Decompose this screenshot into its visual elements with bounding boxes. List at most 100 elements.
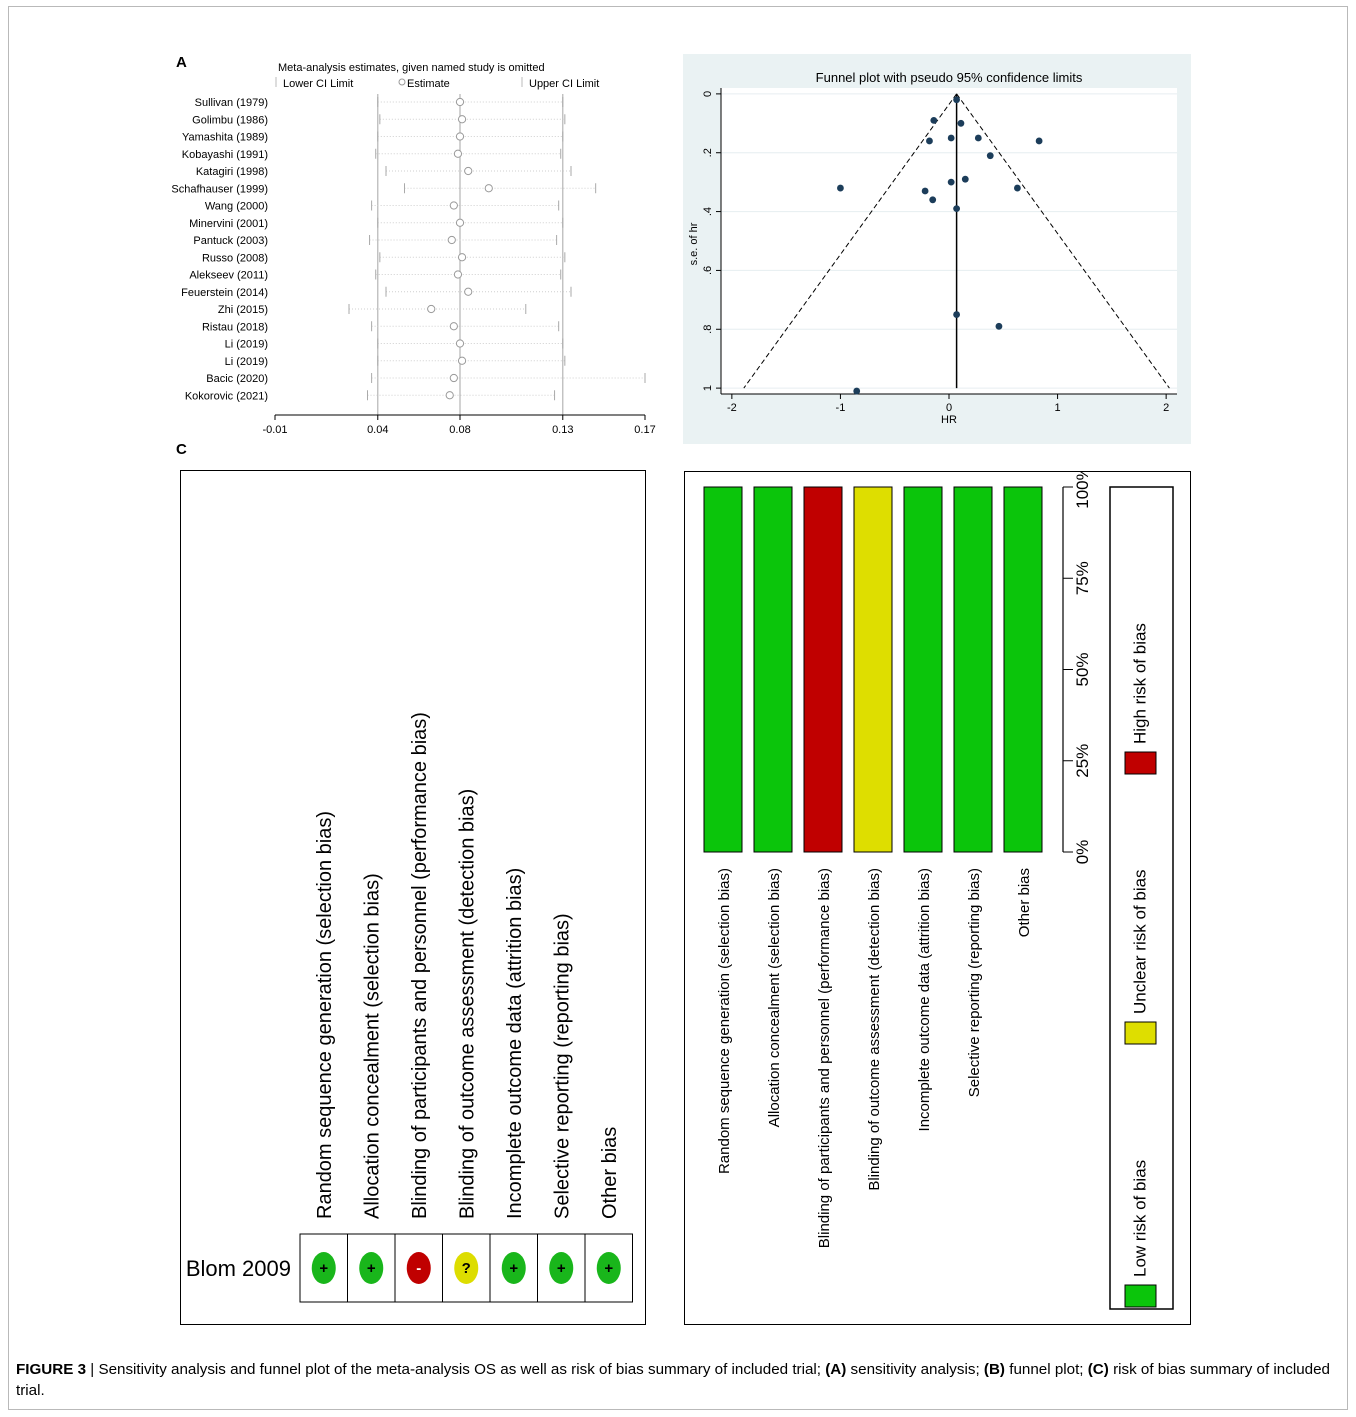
estimate-marker [455,218,465,227]
caption-ref-b: (B) [983,1361,1005,1378]
legend-swatch [1124,1284,1157,1308]
study-point [953,205,960,213]
study-point [961,175,969,183]
funnel-plot-panel: Funnel plot with pseudo 95% confidence l… [683,54,1191,444]
risk-of-bias-graph-chart: Random sequence generation (selection bi… [703,465,1174,1310]
estimate-marker [427,304,436,314]
study-label: Pantuck (2003) [193,235,268,247]
judgement-symbol [454,1252,479,1284]
judgement-sign: + [557,1260,566,1277]
study-row: Ristau (2018) [202,321,560,333]
estimate-marker [464,287,473,296]
study-name: Blom 2009 [186,1256,291,1281]
x-tick-label: -0.01 [262,424,287,436]
judgement-sign: + [509,1260,518,1277]
percent-tick-label: 100% [1073,472,1092,509]
panel-label-c: C [176,441,187,458]
plot-area [721,88,1177,394]
legend-label: Upper CI Limit [529,78,599,90]
study-point [995,322,1003,330]
estimate-marker [449,322,458,331]
study-point [953,311,960,318]
study-label: Golimbu (1986) [192,114,268,126]
legend-item: Upper CI Limit [521,77,599,90]
caption-ref-a: (A) [825,1361,847,1378]
risk-bar [703,486,743,853]
y-tick-label: 1 [702,385,714,391]
study-row: Minervini (2001) [189,217,564,230]
study-label: Kokorovic (2021) [185,390,268,402]
study-row: Yamashita (1989) [182,131,564,144]
study-point [947,178,955,186]
judgement-cell: - [406,1252,431,1284]
judgement-sign: - [416,1260,421,1277]
judgement-cell: ? [454,1252,479,1284]
domain-header: Blinding of outcome assessment (detectio… [456,789,478,1219]
caption-text-3: funnel plot; [1005,1361,1088,1378]
risk-bar [1003,486,1043,853]
study-row: Li (2019) [225,355,566,368]
study-row: Wang (2000) [205,200,560,213]
figure-frame [8,6,1348,1410]
legend-box [1109,486,1174,1310]
study-row: Zhi (2015) [218,304,527,316]
risk-of-bias-graph-box: Random sequence generation (selection bi… [684,465,1191,1325]
category-label: Incomplete outcome data (attrition bias) [916,868,933,1131]
domain-header: Incomplete outcome data (attrition bias) [504,868,526,1219]
study-row: Alekseev (2011) [189,269,562,282]
study-point [947,134,955,142]
study-point [986,152,994,160]
study-label: Kobayashi (1991) [182,149,268,161]
x-tick-label: 2 [1163,402,1169,414]
study-point [853,387,861,395]
funnel-limit-left [743,93,958,389]
category-label: Selective reporting (reporting bias) [966,868,983,1097]
legend-swatch [1124,751,1157,775]
x-tick-label: 1 [1055,402,1061,414]
estimate-marker [453,149,463,158]
study-label: Sullivan (1979) [195,97,268,109]
study-point [837,184,844,192]
estimate-marker [457,356,467,365]
legend-label: Lower CI Limit [283,78,353,90]
sensitivity-analysis-panel: Meta-analysis estimates, given named stu… [170,54,670,438]
study-row: Li (2019) [225,338,564,351]
judgement-symbol [406,1252,431,1284]
risk-of-bias-summary-chart: Random sequence generation (selection bi… [186,712,633,1303]
judgement-cell: + [311,1252,336,1284]
study-label: Alekseev (2011) [189,270,268,282]
risk-bar [803,486,843,853]
judgement-symbol [359,1252,384,1284]
risk-bar [953,486,993,853]
judgement-cell: + [549,1252,574,1284]
study-point [1014,184,1021,192]
estimate-marker [455,97,465,107]
study-label: Feuerstein (2014) [181,287,268,299]
y-tick-label: .6 [702,266,714,275]
percent-tick-label: 75% [1073,561,1092,595]
study-point [953,96,960,104]
estimate-marker [464,166,473,176]
study-row: Kobayashi (1991) [182,148,562,161]
study-label: Minervini (2001) [189,218,268,230]
risk-of-bias-summary-box: Random sequence generation (selection bi… [180,470,646,1325]
judgement-cell: + [501,1252,526,1284]
legend-item: Low risk of bias [1124,1160,1157,1308]
legend-item: Estimate [398,78,450,90]
legend-label: Low risk of bias [1130,1160,1149,1277]
study-point [929,196,937,204]
judgement-sign: + [604,1260,613,1277]
estimate-marker [449,373,458,383]
study-label: Li (2019) [225,356,268,368]
y-tick-label: .8 [702,325,714,334]
judgement-symbol [311,1252,336,1284]
funnel-limit-right [956,93,1170,389]
x-tick-label: 0.08 [449,424,470,436]
risk-bar [753,486,793,853]
estimate-marker [455,339,465,348]
study-row: Sullivan (1979) [195,97,564,109]
figure-caption: FIGURE 3 | Sensitivity analysis and funn… [16,1359,1336,1401]
study-point [974,134,982,142]
x-tick-label: 0.13 [552,424,573,436]
domain-header: Other bias [599,1127,621,1219]
